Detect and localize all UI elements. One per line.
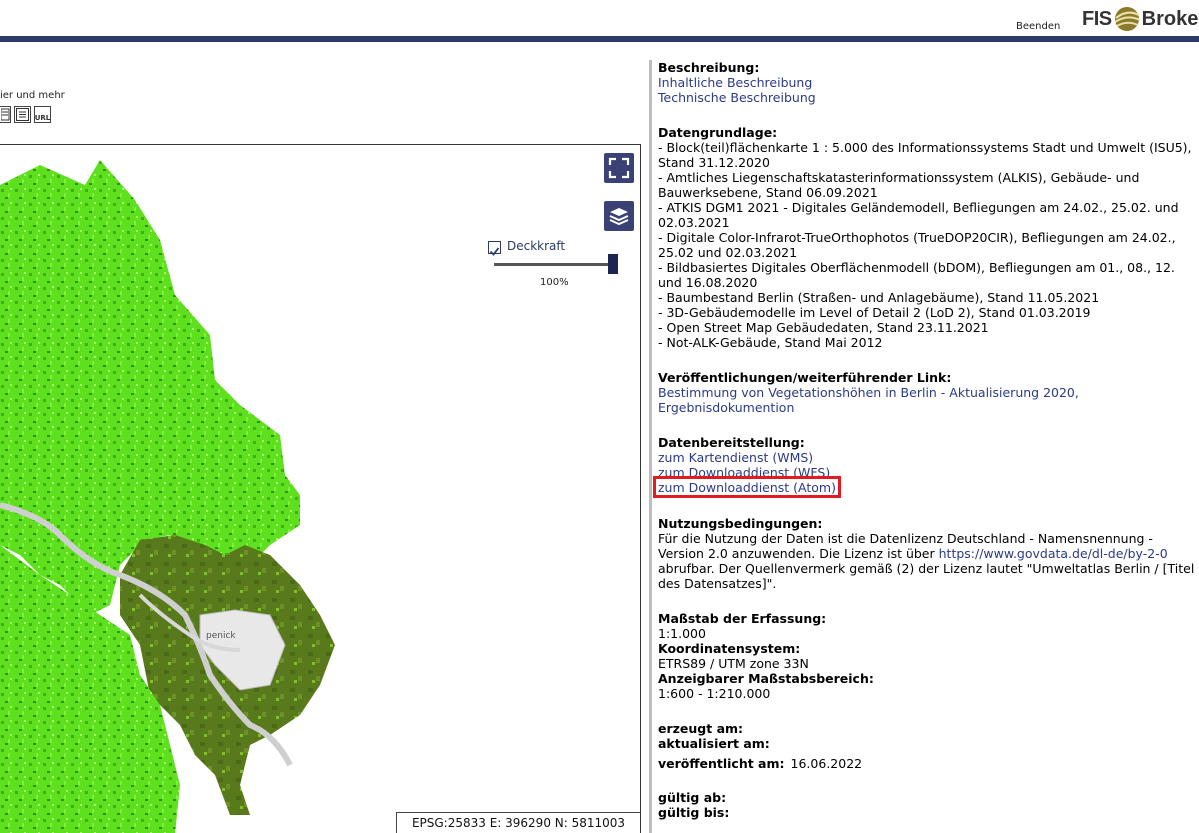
- heading-koordinatensystem: Koordinatensystem:: [658, 641, 801, 656]
- logo-text-broker: Broker: [1141, 7, 1199, 30]
- datengrundlage-item: - Not-ALK-Gebäude, Stand Mai 2012: [658, 335, 883, 350]
- vegetation-area-lower: [0, 545, 180, 833]
- heading-anzeigebereich: Anzeigbarer Maßstabsbereich:: [658, 671, 874, 686]
- highlight-box: [653, 476, 841, 498]
- label-aktualisiert: aktualisiert am:: [658, 736, 770, 751]
- river: [0, 502, 293, 767]
- license-text-before: Für die Nutzung der Daten ist die Datenl…: [658, 531, 1153, 561]
- heading-datenbereitstellung: Datenbereitstellung:: [658, 435, 805, 450]
- opacity-slider-knob[interactable]: [608, 254, 618, 274]
- doc-edit-icon[interactable]: [0, 106, 11, 123]
- value-anzeigebereich: 1:600 - 1:210.000: [658, 686, 771, 701]
- exit-link[interactable]: Beenden: [1016, 21, 1061, 32]
- datengrundlage-item: - Amtliches Liegenschaftskatasterinforma…: [658, 170, 1140, 200]
- row-gueltig-bis: gültig bis:: [658, 805, 1196, 820]
- section-massstab: Maßstab der Erfassung: 1:1.000 Koordinat…: [658, 611, 1196, 701]
- layers-button[interactable]: [604, 201, 634, 231]
- datengrundlage-item: - 3D-Gebäudemodelle im Level of Detail 2…: [658, 305, 1091, 320]
- license-link[interactable]: https://www.govdata.de/dl-de/by-2-0: [938, 546, 1168, 561]
- label-veroeffentlicht: veröffentlicht am:: [658, 756, 785, 771]
- datengrundlage-item: - Baumbestand Berlin (Straßen- und Anlag…: [658, 290, 1100, 305]
- coordinate-readout: EPSG:25833 E: 396290 N: 5811003: [396, 812, 640, 833]
- opacity-checkbox[interactable]: [488, 241, 501, 256]
- value-veroeffentlicht: 16.06.2022: [790, 756, 863, 771]
- layers-icon: [609, 208, 629, 226]
- link-atom[interactable]: zum Downloaddienst (Atom): [658, 480, 836, 495]
- link-ergebnisdokumentation[interactable]: Bestimmung von Vegetationshöhen in Berli…: [658, 385, 1079, 415]
- heading-datengrundlage: Datengrundlage:: [658, 125, 778, 140]
- row-aktualisiert: aktualisiert am:: [658, 736, 1196, 751]
- section-nutzungsbedingungen: Nutzungsbedingungen: Für die Nutzung der…: [658, 516, 1196, 591]
- label-gueltig-bis: gültig bis:: [658, 805, 730, 820]
- map-viewport[interactable]: penick Deckkraft 100% EPSG:25833 E: 3962…: [0, 144, 641, 833]
- datengrundlage-item: - Digitale Color-Infrarot-TrueOrthophoto…: [658, 230, 1176, 260]
- logo-text-fis: FIS: [1082, 7, 1112, 30]
- license-text-after: abrufbar. Der Quellenvermerk gemäß (2) d…: [658, 561, 1195, 591]
- toolbar-caption: ier und mehr: [0, 90, 65, 101]
- urban-area: [199, 609, 286, 691]
- vegetation-map: [0, 160, 335, 833]
- value-massstab: 1:1.000: [658, 626, 706, 641]
- section-dates: erzeugt am: aktualisiert am: veröffentli…: [658, 721, 1196, 771]
- list-icon[interactable]: [14, 106, 31, 123]
- nutzungsbedingungen-text: Für die Nutzung der Daten ist die Datenl…: [658, 531, 1196, 591]
- datengrundlage-item: - Open Street Map Gebäudedaten, Stand 23…: [658, 320, 989, 335]
- fullscreen-button[interactable]: [604, 153, 634, 183]
- url-icon-label: URL: [34, 113, 51, 122]
- heading-nutzungsbedingungen: Nutzungsbedingungen:: [658, 516, 823, 531]
- link-wms[interactable]: zum Kartendienst (WMS): [658, 450, 814, 465]
- header-divider: [0, 36, 1199, 42]
- fullscreen-icon: [608, 157, 630, 179]
- heading-beschreibung: Beschreibung:: [658, 60, 760, 75]
- section-veroeffentlichungen: Veröffentlichungen/weiterführender Link:…: [658, 370, 1196, 415]
- datengrundlage-item: - Block(teil)flächenkarte 1 : 5.000 des …: [658, 140, 1192, 170]
- panel-divider[interactable]: [649, 60, 652, 833]
- place-label: penick: [206, 631, 236, 641]
- opacity-label: Deckkraft: [507, 239, 566, 253]
- heading-massstab: Maßstab der Erfassung:: [658, 611, 827, 626]
- globe-icon: [1114, 7, 1141, 31]
- top-bar: Beenden FIS Broker: [0, 0, 1199, 36]
- section-datenbereitstellung: Datenbereitstellung: zum Kartendienst (W…: [653, 435, 1196, 498]
- link-inhaltliche-beschreibung[interactable]: Inhaltliche Beschreibung: [658, 75, 813, 90]
- url-icon[interactable]: URL: [34, 106, 51, 123]
- heading-veroeffentlichungen: Veröffentlichungen/weiterführender Link:: [658, 370, 952, 385]
- datengrundlage-item: - ATKIS DGM1 2021 - Digitales Geländemod…: [658, 200, 1179, 230]
- row-erzeugt: erzeugt am:: [658, 721, 1196, 736]
- opacity-slider-track[interactable]: [494, 263, 610, 266]
- datengrundlage-item: - Bildbasiertes Digitales Oberflächenmod…: [658, 260, 1175, 290]
- section-datengrundlage: Datengrundlage: - Block(teil)flächenkart…: [658, 125, 1196, 350]
- section-validity: gültig ab: gültig bis:: [658, 790, 1196, 820]
- row-gueltig-ab: gültig ab:: [658, 790, 1196, 805]
- vegetation-area-main: [0, 160, 300, 615]
- river-branch: [138, 593, 241, 652]
- value-koordinatensystem: ETRS89 / UTM zone 33N: [658, 656, 809, 671]
- opacity-value: 100%: [540, 277, 569, 288]
- label-gueltig-ab: gültig ab:: [658, 790, 727, 805]
- section-beschreibung: Beschreibung: Inhaltliche Beschreibung T…: [658, 60, 1196, 105]
- fis-broker-logo[interactable]: FIS Broker: [1082, 6, 1199, 32]
- checkmark-icon: [489, 247, 500, 256]
- label-erzeugt: erzeugt am:: [658, 721, 744, 736]
- link-technische-beschreibung[interactable]: Technische Beschreibung: [658, 90, 816, 105]
- row-veroeffentlicht: veröffentlicht am: 16.06.2022: [658, 756, 1196, 771]
- map-toolbar: URL: [0, 106, 51, 123]
